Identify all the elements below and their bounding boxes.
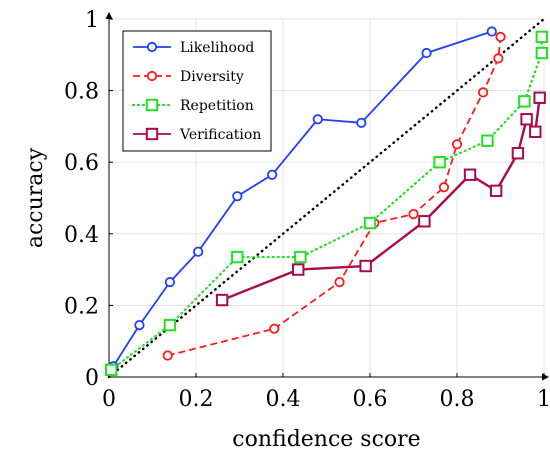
data-point-likelihood	[312, 114, 323, 125]
legend-item-repetition: Repetition	[131, 98, 254, 114]
x-tick-label: 0.4	[266, 387, 301, 412]
series-line-repetition	[110, 35, 543, 371]
reference-diagonal-line	[107, 17, 546, 379]
data-point-repetition	[433, 156, 446, 169]
legend-swatch-marker-repetition	[145, 98, 159, 112]
data-point-likelihood	[421, 47, 432, 59]
data-point-diversity	[493, 53, 504, 64]
data-point-repetition	[363, 216, 377, 230]
data-point-verification	[418, 215, 431, 228]
data-point-verification	[292, 263, 305, 276]
x-tick-label: 1	[537, 387, 550, 412]
x-tick-label: 0.2	[179, 387, 214, 412]
legend-label-verification: Verification	[179, 127, 261, 143]
data-point-repetition	[481, 134, 494, 147]
legend-swatch-marker-diversity	[146, 70, 158, 82]
y-axis-arrow	[105, 12, 113, 19]
y-tick-label: 0.8	[64, 80, 99, 105]
x-tick-label: 0	[102, 387, 116, 412]
data-point-verification	[359, 259, 372, 273]
series-likelihood	[108, 26, 497, 372]
data-point-repetition	[104, 363, 118, 377]
data-point-repetition	[518, 95, 531, 108]
data-point-diversity	[438, 182, 450, 193]
axes	[105, 12, 549, 381]
y-tick-label: 0.2	[64, 294, 99, 319]
legend-label-likelihood: Likelihood	[180, 40, 254, 56]
series-line-diversity	[167, 36, 502, 357]
data-point-likelihood	[134, 319, 145, 331]
data-point-diversity	[334, 277, 345, 288]
data-point-repetition	[231, 250, 244, 264]
legend-label-diversity: Diversity	[180, 69, 244, 85]
data-point-diversity	[477, 87, 489, 98]
data-point-repetition	[163, 318, 177, 332]
data-point-verification	[489, 184, 503, 198]
series-line-likelihood	[112, 30, 493, 367]
data-point-repetition	[294, 250, 307, 264]
x-axis-label: confidence score	[232, 427, 420, 452]
data-point-verification	[511, 147, 525, 160]
data-point-verification	[533, 91, 546, 104]
series-repetition	[104, 30, 549, 377]
x-tick-label: 0.8	[440, 387, 475, 412]
y-tick-label: 1	[85, 8, 99, 33]
data-point-likelihood	[232, 191, 243, 202]
data-point-diversity	[408, 209, 419, 220]
x-tick-label: 0.6	[353, 387, 388, 412]
legend-swatch-marker-likelihood	[146, 41, 158, 53]
y-axis-label: accuracy	[23, 147, 48, 248]
y-tick-label: 0.4	[64, 223, 99, 248]
data-point-verification	[520, 113, 533, 126]
data-point-repetition	[535, 30, 549, 44]
data-point-likelihood	[164, 277, 175, 288]
series-layer	[104, 26, 549, 377]
legend-label-repetition: Repetition	[180, 98, 254, 114]
data-point-diversity	[451, 139, 463, 150]
data-point-diversity	[495, 31, 506, 43]
legend-item-diversity: Diversity	[133, 69, 244, 85]
data-point-likelihood	[267, 169, 278, 180]
series-verification	[215, 91, 546, 307]
legend: Likelihood Diversity Repetition Verificatio…	[122, 30, 272, 152]
data-point-verification	[215, 293, 229, 307]
series-line-verification	[221, 97, 541, 302]
data-point-likelihood	[486, 26, 497, 37]
data-point-likelihood	[356, 117, 367, 128]
data-point-repetition	[535, 46, 549, 60]
x-axis-arrow	[542, 373, 549, 381]
series-diversity	[162, 31, 506, 361]
data-point-diversity	[269, 323, 280, 334]
y-tick-label: 0.6	[64, 151, 99, 176]
legend-swatch-marker-verification	[145, 127, 159, 141]
tick-labels: 0 0.2 0.4 0.6 0.8 1 0 0.2 0.4 0.6 0.8 1	[64, 8, 550, 412]
data-point-verification	[463, 168, 477, 181]
legend-item-verification: Verification	[133, 127, 261, 143]
data-point-likelihood	[193, 246, 204, 257]
data-point-diversity	[162, 350, 173, 361]
legend-item-likelihood: Likelihood	[133, 40, 254, 56]
y-tick-label: 0	[85, 366, 99, 391]
data-point-verification	[529, 125, 542, 138]
